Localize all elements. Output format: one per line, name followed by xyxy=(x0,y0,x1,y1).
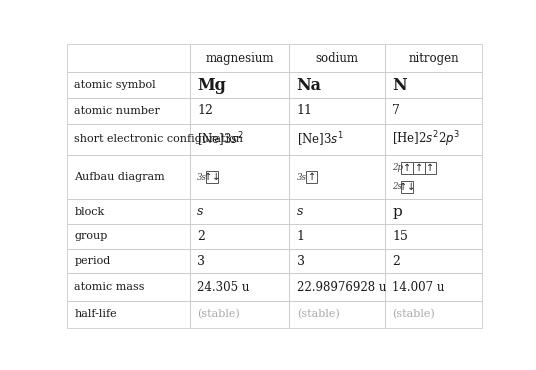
Text: half-life: half-life xyxy=(75,309,117,319)
Text: atomic symbol: atomic symbol xyxy=(75,80,156,90)
Bar xyxy=(190,199,289,224)
Bar xyxy=(67,44,190,72)
Text: ↑↓: ↑↓ xyxy=(399,182,415,192)
Text: 3s: 3s xyxy=(297,173,307,182)
Text: 3s: 3s xyxy=(197,173,207,182)
Bar xyxy=(306,171,317,183)
Bar xyxy=(67,199,190,224)
Text: 3: 3 xyxy=(197,255,205,268)
Bar xyxy=(190,249,289,273)
Text: sodium: sodium xyxy=(316,52,359,65)
Bar xyxy=(190,124,289,155)
Text: atomic mass: atomic mass xyxy=(75,282,145,292)
Bar xyxy=(289,273,385,301)
Bar xyxy=(289,72,385,98)
Bar xyxy=(289,301,385,328)
Text: ↑: ↑ xyxy=(403,162,411,172)
Bar xyxy=(67,224,190,249)
Text: 2: 2 xyxy=(392,255,400,268)
Text: s: s xyxy=(297,205,303,218)
Text: short electronic configuration: short electronic configuration xyxy=(75,134,243,144)
Bar xyxy=(67,249,190,273)
Text: 3: 3 xyxy=(297,255,305,268)
Bar xyxy=(385,98,482,124)
Bar xyxy=(206,171,218,183)
Text: 14.007 u: 14.007 u xyxy=(392,280,445,293)
Text: 11: 11 xyxy=(297,104,312,117)
Text: 2: 2 xyxy=(197,230,205,243)
Bar xyxy=(67,72,190,98)
Bar xyxy=(190,98,289,124)
Text: magnesium: magnesium xyxy=(205,52,274,65)
Bar xyxy=(385,44,482,72)
Text: 1: 1 xyxy=(297,230,305,243)
Text: 22.98976928 u: 22.98976928 u xyxy=(297,280,386,293)
Text: 12: 12 xyxy=(197,104,213,117)
Text: 2s: 2s xyxy=(392,182,402,191)
Bar xyxy=(190,273,289,301)
Bar xyxy=(67,301,190,328)
Bar xyxy=(385,72,482,98)
Text: atomic number: atomic number xyxy=(75,106,160,116)
Bar xyxy=(289,155,385,199)
Bar xyxy=(289,249,385,273)
Bar xyxy=(401,181,413,193)
Bar xyxy=(190,224,289,249)
Bar xyxy=(401,162,413,174)
Text: [Ne]3$s^2$: [Ne]3$s^2$ xyxy=(197,130,244,149)
Bar xyxy=(289,44,385,72)
Bar xyxy=(385,301,482,328)
Bar xyxy=(385,273,482,301)
Text: ↑: ↑ xyxy=(427,162,435,172)
Bar xyxy=(67,98,190,124)
Text: [He]2$s^2$2$p^3$: [He]2$s^2$2$p^3$ xyxy=(392,130,460,149)
Text: Na: Na xyxy=(297,77,322,94)
Text: (stable): (stable) xyxy=(392,309,435,319)
Bar xyxy=(425,162,436,174)
Bar xyxy=(385,199,482,224)
Bar xyxy=(413,162,425,174)
Text: (stable): (stable) xyxy=(197,309,240,319)
Text: Aufbau diagram: Aufbau diagram xyxy=(75,172,165,182)
Bar xyxy=(289,199,385,224)
Text: p: p xyxy=(392,205,402,219)
Text: ↑↓: ↑↓ xyxy=(204,172,220,182)
Bar xyxy=(289,224,385,249)
Text: nitrogen: nitrogen xyxy=(408,52,459,65)
Bar xyxy=(289,124,385,155)
Text: ↑: ↑ xyxy=(415,162,423,172)
Bar xyxy=(67,155,190,199)
Bar xyxy=(67,124,190,155)
Text: N: N xyxy=(392,77,407,94)
Text: 2p: 2p xyxy=(392,163,403,172)
Text: 24.305 u: 24.305 u xyxy=(197,280,249,293)
Bar xyxy=(190,72,289,98)
Bar xyxy=(385,224,482,249)
Text: s: s xyxy=(197,205,203,218)
Bar xyxy=(67,273,190,301)
Text: 15: 15 xyxy=(392,230,408,243)
Bar xyxy=(190,301,289,328)
Text: Mg: Mg xyxy=(197,77,226,94)
Text: 7: 7 xyxy=(392,104,400,117)
Text: period: period xyxy=(75,256,111,266)
Text: [Ne]3$s^1$: [Ne]3$s^1$ xyxy=(297,130,344,149)
Text: group: group xyxy=(75,231,108,241)
Bar xyxy=(190,155,289,199)
Text: ↑: ↑ xyxy=(308,172,316,182)
Text: block: block xyxy=(75,206,105,216)
Bar xyxy=(385,124,482,155)
Bar xyxy=(385,155,482,199)
Bar xyxy=(289,98,385,124)
Bar xyxy=(190,44,289,72)
Text: (stable): (stable) xyxy=(297,309,339,319)
Bar xyxy=(385,249,482,273)
